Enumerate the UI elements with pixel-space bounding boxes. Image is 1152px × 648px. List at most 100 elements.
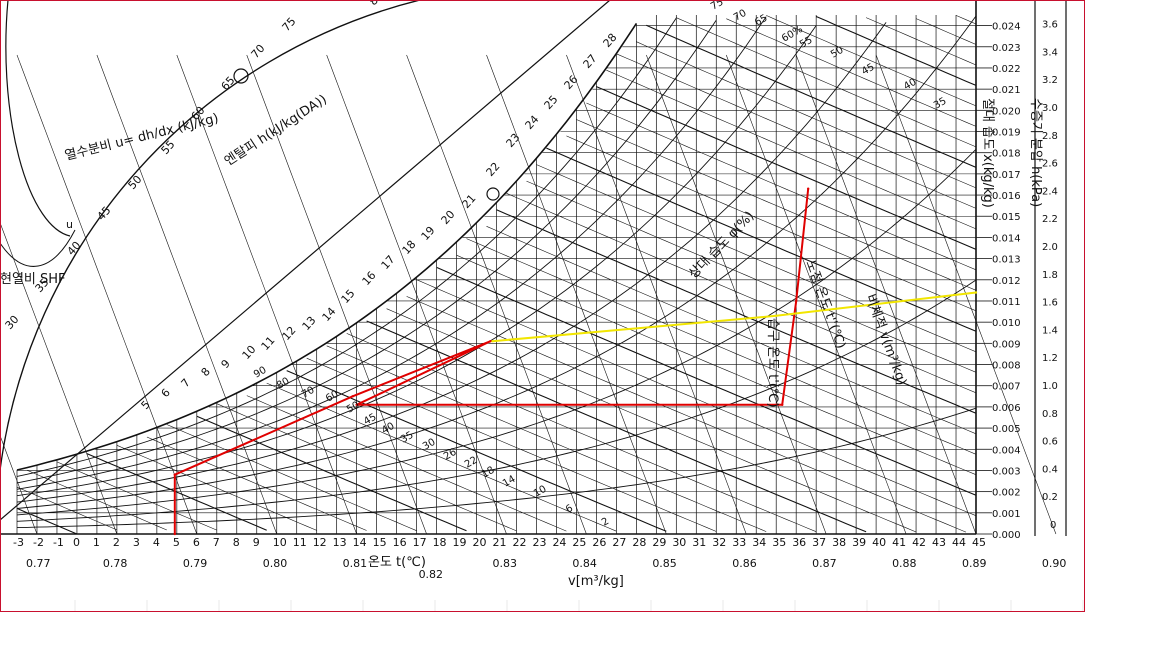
abs-humidity-title: 절대 습도 x(kg/kg) xyxy=(980,98,995,208)
enthalpy-tick-label: 55 xyxy=(159,138,178,157)
x-axis-title: 온도 t(℃) xyxy=(368,555,426,570)
vp-tick-label: 0.6 xyxy=(1042,437,1058,448)
x-tick-label: 10 xyxy=(273,536,287,549)
y-tick-label: 0.001 xyxy=(992,509,1021,520)
x-tick-label: 3 xyxy=(133,536,140,549)
x-tick-label: 25 xyxy=(572,536,586,549)
x-tick-label: 0 xyxy=(73,536,80,549)
series-point xyxy=(489,340,492,343)
y-tick-label: 0.024 xyxy=(992,22,1021,33)
enthalpy-line xyxy=(676,17,977,148)
y-tick-label: 0.018 xyxy=(992,149,1021,160)
v-tick-label: 0.84 xyxy=(572,557,597,570)
x-tick-label: 4 xyxy=(153,536,160,549)
enthalpy-line xyxy=(865,17,977,66)
x-tick-label: 24 xyxy=(552,536,566,549)
enthalpy-tick-label: 12 xyxy=(280,324,299,343)
y-tick-label: 0.021 xyxy=(992,85,1021,96)
enthalpy-tick-label: 25 xyxy=(542,93,561,112)
vp-tick-label: 3.6 xyxy=(1042,20,1058,31)
vp-tick-label: 3.4 xyxy=(1042,47,1058,58)
x-tick-label: 1 xyxy=(93,536,100,549)
enthalpy-line xyxy=(955,15,977,25)
enthalpy-tick-label: 50 xyxy=(126,173,145,192)
x-tick-label: 16 xyxy=(393,536,407,549)
enthalpy-line xyxy=(546,147,977,332)
chart-series-layer xyxy=(173,187,978,536)
enthalpy-line xyxy=(486,226,977,435)
x-tick-label: 9 xyxy=(253,536,260,549)
enthalpy-tick-label: 6 xyxy=(159,386,173,400)
rh-curve xyxy=(16,22,638,471)
x-tick-label: 5 xyxy=(173,536,180,549)
enthalpy-line xyxy=(606,69,977,230)
x-tick-label: 35 xyxy=(772,536,786,549)
x-tick-label: -1 xyxy=(53,536,64,549)
y-tick-label: 0.006 xyxy=(992,403,1021,414)
y-tick-label: 0.019 xyxy=(992,128,1021,139)
x-tick-label: 39 xyxy=(852,536,866,549)
enthalpy-line xyxy=(596,86,977,250)
x-tick-label: 15 xyxy=(373,536,387,549)
y-tick-label: 0.012 xyxy=(992,276,1021,287)
vp-tick-label: 3.2 xyxy=(1042,75,1058,86)
x-tick-label: 30 xyxy=(672,536,686,549)
enthalpy-tick-label: 75 xyxy=(280,15,299,34)
rh-label: 6 xyxy=(564,503,575,516)
vp-tick-label: 1.0 xyxy=(1042,381,1058,392)
v-tick-label: 0.77 xyxy=(26,557,51,570)
enthalpy-tick-label: 28 xyxy=(601,31,620,50)
x-tick-label: -3 xyxy=(13,536,24,549)
x-tick-label: 23 xyxy=(532,536,546,549)
y-tick-label: 0.003 xyxy=(992,466,1021,477)
series-point xyxy=(775,314,778,318)
enthalpy-tick-label: 13 xyxy=(300,314,319,333)
enthalpy-tick-label: 40 xyxy=(65,239,84,258)
vp-tick-label: 2.4 xyxy=(1042,186,1058,197)
v-tick-label: 0.78 xyxy=(103,557,128,570)
y-tick-label: 0.007 xyxy=(992,382,1021,393)
v-tick-label: 0.87 xyxy=(812,557,837,570)
series-point xyxy=(355,403,358,406)
enthalpy-tick-label: 19 xyxy=(419,224,438,243)
enthalpy-line xyxy=(526,180,977,373)
vp-tick-label: 2.2 xyxy=(1042,214,1058,225)
rh-curve xyxy=(16,19,717,484)
vp-tick-label: 2.8 xyxy=(1042,131,1058,142)
vp-tick-label: 1.4 xyxy=(1042,325,1058,336)
rh-label: 45 xyxy=(860,62,877,78)
vp-tick-label: 2.6 xyxy=(1042,159,1058,170)
rh-label: 75 xyxy=(709,0,726,13)
enthalpy-tick-label: 17 xyxy=(379,253,398,272)
rh-label: 50 xyxy=(829,45,846,61)
x-tick-label: 11 xyxy=(293,536,307,549)
enthalpy-tick-label: 20 xyxy=(439,208,458,227)
x-tick-label: 7 xyxy=(213,536,220,549)
volume-line xyxy=(406,54,587,535)
x-tick-label: 19 xyxy=(453,536,467,549)
x-tick-label: 44 xyxy=(952,536,966,549)
x-tick-label: 29 xyxy=(652,536,666,549)
enthalpy-tick-label: 80 xyxy=(367,0,386,8)
heat-ratio-arc-inner xyxy=(0,229,76,267)
x-tick-label: 26 xyxy=(592,536,606,549)
enthalpy-tick-label: 27 xyxy=(581,52,600,71)
series-point xyxy=(794,299,798,303)
enthalpy-tick-label: 9 xyxy=(219,357,233,371)
volume-line xyxy=(0,434,38,535)
x-tick-label: 6 xyxy=(193,536,200,549)
x-tick-label: 38 xyxy=(832,536,846,549)
volume-line xyxy=(725,54,907,535)
rh-label: 2 xyxy=(600,516,611,529)
enthalpy-scale-line xyxy=(0,0,611,521)
enthalpy-line xyxy=(506,193,977,394)
x-tick-label: 32 xyxy=(712,536,726,549)
enthalpy-tick-label: 30 xyxy=(3,313,22,332)
enthalpy-line xyxy=(586,102,977,271)
enthalpy-tick-label: 24 xyxy=(523,113,542,132)
enthalpy-line xyxy=(766,15,977,107)
y-tick-label: 0.013 xyxy=(992,255,1021,266)
y-tick-label: 0.014 xyxy=(992,233,1021,244)
series-line xyxy=(173,188,810,534)
series-point xyxy=(974,291,978,294)
